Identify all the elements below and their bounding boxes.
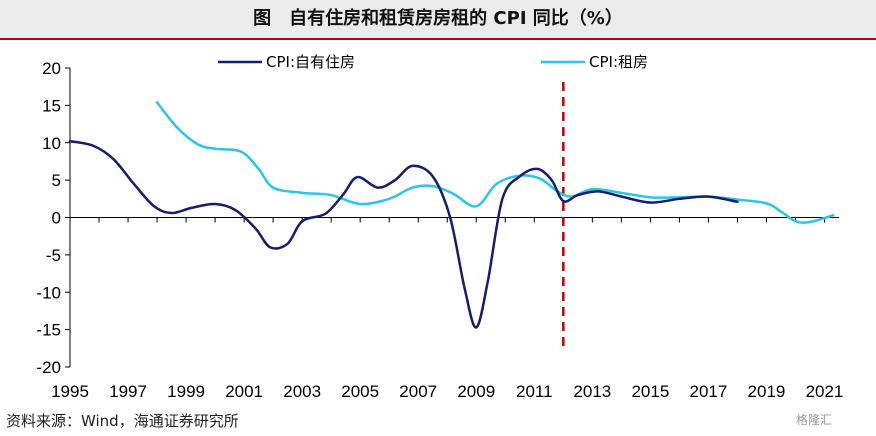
series-line-rent [155, 101, 835, 224]
x-tick-label: 2021 [806, 382, 844, 401]
legend-label-owner-occupied: CPI:自有住房 [266, 53, 355, 71]
legend-label-rent: CPI:租房 [589, 53, 648, 71]
x-tick-label: 2017 [690, 382, 728, 401]
chart-legend: CPI:自有住房 CPI:租房 [218, 53, 648, 71]
y-tick-label: -15 [36, 321, 61, 340]
x-tick-label: 2005 [341, 382, 379, 401]
series-layer [68, 101, 835, 329]
source-note: 资料来源：Wind，海通证券研究所 [6, 412, 239, 430]
x-tick-label: 2007 [399, 382, 437, 401]
y-tick-label: 10 [42, 134, 61, 153]
x-tick-label: 2001 [225, 382, 263, 401]
x-tick-label: 2009 [457, 382, 495, 401]
y-tick-label: -10 [36, 283, 61, 302]
y-tick-label: 0 [52, 209, 61, 228]
chart-title: 图 自有住房和租赁房房租的 CPI 同比（%） [0, 0, 876, 40]
y-tick-label: 20 [42, 59, 61, 78]
x-tick-label: 1997 [109, 382, 147, 401]
x-tick-label: 1995 [51, 382, 89, 401]
x-tick-label: 2019 [748, 382, 786, 401]
x-tick-label: 1999 [167, 382, 205, 401]
y-tick-label: 5 [52, 171, 61, 190]
y-tick-label: -20 [36, 358, 61, 377]
x-tick-label: 2003 [283, 382, 321, 401]
x-tick-label: 2013 [573, 382, 611, 401]
series-line-owner-occupied [68, 140, 739, 329]
x-tick-label: 2011 [516, 382, 553, 401]
x-tick-label: 2015 [631, 382, 669, 401]
watermark-logo: 格隆汇 [796, 413, 833, 427]
y-tick-label: 15 [42, 96, 61, 115]
y-tick-label: -5 [46, 246, 61, 265]
